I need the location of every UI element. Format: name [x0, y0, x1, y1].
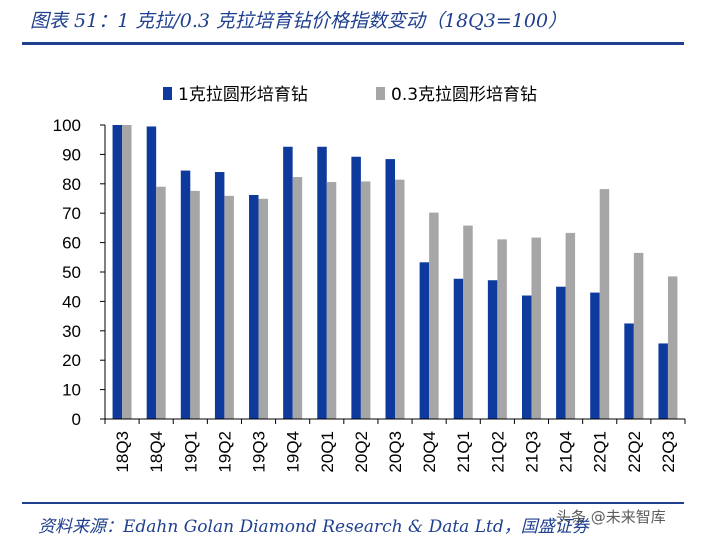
y-tick-label: 0 — [72, 410, 81, 429]
legend: 1克拉圆形培育钻 0.3克拉圆形培育钻 — [163, 85, 537, 105]
x-tick-label: 18Q3 — [113, 431, 132, 473]
y-tick-label: 40 — [62, 292, 81, 311]
bar-19Q1-series-2 — [190, 190, 200, 419]
y-tick-label: 60 — [62, 234, 81, 253]
x-tick-label: 20Q3 — [386, 431, 405, 473]
y-tick-label: 70 — [62, 204, 81, 223]
y-tick-label: 50 — [62, 263, 81, 282]
x-tick-label: 21Q3 — [522, 431, 541, 473]
bar-20Q4-series-2 — [429, 212, 439, 419]
x-tick-label: 19Q4 — [284, 431, 303, 473]
legend-swatch-2 — [376, 87, 385, 100]
legend-label-1: 1克拉圆形培育钻 — [178, 85, 308, 105]
bar-22Q3-series-1 — [658, 343, 668, 419]
bar-21Q2-series-2 — [497, 239, 507, 419]
bar-22Q3-series-2 — [667, 276, 678, 419]
y-axis: 0 10 20 30 40 50 60 70 80 90 100 — [53, 116, 106, 429]
y-tick-label: 100 — [53, 116, 81, 135]
y-tick-label: 20 — [62, 351, 81, 370]
bar-21Q4-series-1 — [556, 286, 566, 419]
legend-label-2: 0.3克拉圆形培育钻 — [391, 85, 537, 105]
x-tick-label: 19Q2 — [215, 431, 234, 473]
bar-20Q2-series-1 — [351, 156, 361, 419]
bar-18Q4-series-1 — [146, 126, 157, 419]
x-tick-label: 21Q4 — [557, 431, 576, 473]
x-tick-label: 21Q1 — [454, 431, 473, 473]
x-tick-label: 18Q4 — [147, 431, 166, 473]
bar-19Q2-series-2 — [224, 195, 234, 419]
x-tick-label: 20Q1 — [318, 431, 337, 473]
y-tick-label: 80 — [62, 175, 81, 194]
bar-19Q1-series-1 — [180, 170, 191, 419]
y-tick-label: 30 — [62, 322, 81, 341]
bar-21Q3-series-2 — [531, 237, 541, 419]
x-tick-label: 19Q1 — [181, 431, 200, 473]
bar-21Q1-series-2 — [463, 225, 473, 419]
x-tick-label: 22Q2 — [625, 431, 644, 473]
x-tick-label: 20Q2 — [352, 431, 371, 473]
bars — [112, 125, 678, 420]
x-tick-label: 21Q2 — [488, 431, 507, 473]
bar-21Q4-series-2 — [565, 232, 576, 419]
bar-19Q4-series-2 — [292, 177, 303, 419]
title-rule — [22, 42, 684, 45]
bar-20Q2-series-2 — [360, 181, 371, 419]
x-axis: 18Q3 18Q4 19Q1 19Q2 19Q3 19Q4 20Q1 20Q2 20Q3 20Q4… — [104, 418, 686, 473]
bar-20Q1-series-1 — [317, 146, 327, 420]
x-tick-label: 20Q4 — [420, 431, 439, 473]
bar-20Q3-series-1 — [385, 159, 395, 419]
bar-22Q1-series-1 — [590, 292, 600, 419]
bar-22Q1-series-2 — [599, 189, 610, 419]
bar-18Q3-series-2 — [122, 125, 132, 419]
bar-18Q4-series-2 — [156, 186, 166, 419]
bar-19Q2-series-1 — [214, 172, 225, 419]
x-tick-label: 22Q1 — [591, 431, 610, 473]
source-note: 资料来源：Edahn Golan Diamond Research & Data… — [38, 517, 589, 537]
bar-22Q2-series-2 — [633, 252, 644, 419]
y-tick-label: 90 — [62, 145, 81, 164]
bar-21Q3-series-1 — [521, 295, 532, 419]
bar-20Q4-series-1 — [419, 262, 430, 419]
legend-swatch-1 — [163, 87, 172, 100]
bar-20Q3-series-2 — [395, 179, 405, 419]
x-tick-label: 22Q3 — [659, 431, 678, 473]
x-tick-label: 19Q3 — [250, 431, 269, 473]
bar-21Q2-series-1 — [487, 280, 498, 419]
bar-22Q2-series-1 — [624, 323, 634, 419]
bar-19Q4-series-1 — [283, 146, 293, 420]
bar-19Q3-series-2 — [258, 198, 269, 419]
bar-19Q3-series-1 — [249, 194, 259, 419]
watermark: 头条 @未来智库 — [556, 508, 666, 526]
y-tick-label: 10 — [62, 381, 81, 400]
bar-20Q1-series-2 — [326, 182, 337, 419]
bar-18Q3-series-1 — [112, 125, 123, 419]
bar-21Q1-series-1 — [453, 278, 464, 419]
footer-rule — [22, 502, 684, 504]
chart-title: 图表 51：1 克拉/0.3 克拉培育钻价格指数变动（18Q3=100） — [30, 10, 568, 32]
